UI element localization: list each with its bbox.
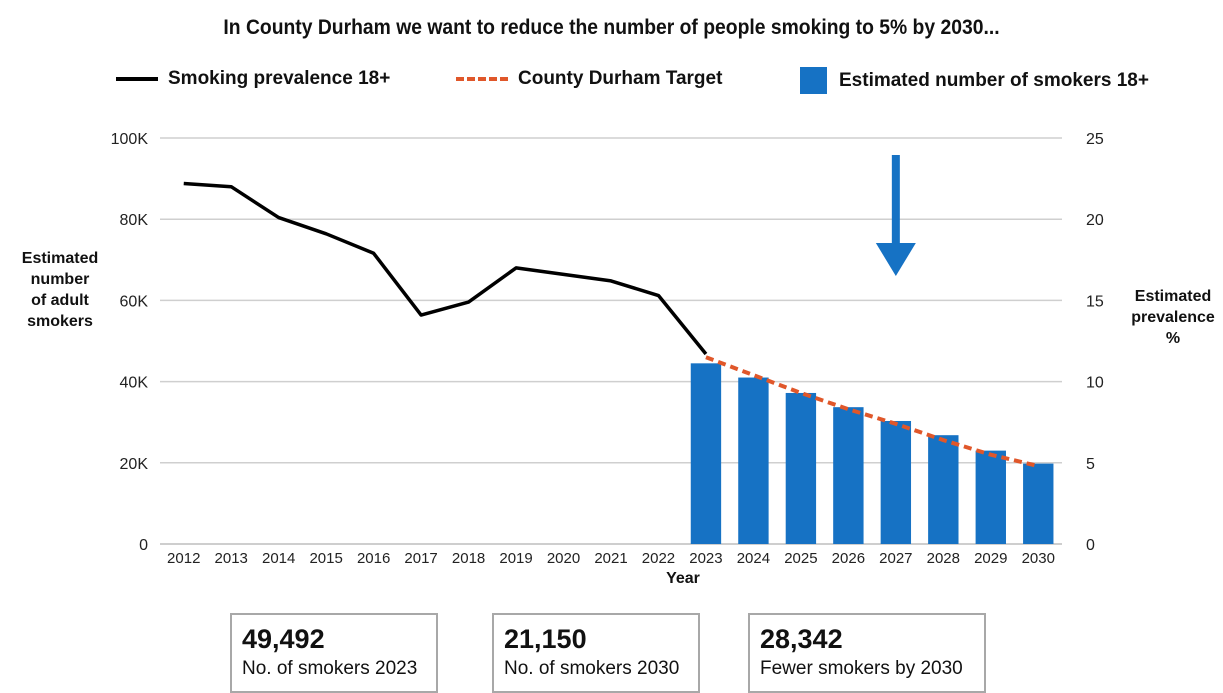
x-tick-label: 2018 [452, 550, 485, 567]
x-tick-label: 2012 [167, 550, 200, 567]
y-tick-label: 20K [120, 456, 149, 473]
right-axis-title: Estimated prevalence % [1118, 286, 1223, 349]
x-tick-label: 2020 [547, 550, 580, 567]
x-axis-ticks: 2012 2013 2014 2015 2016 2017 2018 2019 2020 2021… [167, 550, 1055, 567]
y2-tick-label: 0 [1086, 537, 1095, 554]
y2-tick-label: 15 [1086, 293, 1104, 310]
stat-value: 49,492 [242, 624, 325, 654]
x-tick-label: 2022 [642, 550, 675, 567]
bar [880, 420, 912, 544]
stat-card-smokers-2030: 21,150 No. of smokers 2030 [492, 613, 700, 693]
legend-item-prevalence: Smoking prevalence 18+ [116, 68, 390, 90]
x-tick-label: 2013 [215, 550, 248, 567]
stat-label: Fewer smokers by 2030 [760, 658, 963, 679]
x-axis-title: Year [666, 570, 700, 587]
line-series [183, 181, 1039, 468]
x-tick-label: 2030 [1022, 550, 1055, 567]
down-arrow-icon [875, 155, 916, 276]
left-axis-title-line: smokers [27, 313, 93, 330]
annotations [875, 155, 916, 276]
y-tick-label: 60K [120, 293, 149, 310]
arrow-shaft [891, 155, 900, 247]
stat-value: 28,342 [760, 624, 843, 654]
arrow-head [875, 243, 916, 276]
legend-item-target: County Durham Target [456, 68, 722, 90]
x-tick-label: 2016 [357, 550, 390, 567]
y-tick-label: 100K [111, 131, 149, 148]
chart-legend: Smoking prevalence 18+ County Durham Tar… [110, 67, 1203, 98]
bar [833, 407, 864, 544]
y-tick-label: 80K [120, 212, 149, 229]
legend-bar-swatch [800, 67, 827, 94]
stat-label: No. of smokers 2023 [242, 658, 418, 679]
x-tick-label: 2023 [689, 550, 722, 567]
left-axis-title-line: number [30, 271, 90, 288]
left-axis-title-line: Estimated [21, 250, 99, 267]
right-axis-ticks: 0 5 10 15 20 25 [1086, 131, 1104, 554]
y2-tick-label: 20 [1086, 212, 1104, 229]
left-axis-ticks: 0 20K 40K 60K 80K 100K [111, 131, 149, 554]
bar [1023, 463, 1054, 544]
bar [785, 392, 817, 544]
chart-title: In County Durham we want to reduce the n… [223, 16, 1000, 39]
prevalence-line [183, 181, 708, 356]
bar [738, 377, 769, 544]
left-axis-title: Estimated number of adult smokers [6, 248, 114, 332]
y2-tick-label: 5 [1086, 456, 1095, 473]
x-tick-label: 2027 [879, 550, 912, 567]
y-tick-label: 40K [120, 375, 149, 392]
left-axis-title-line: of adult [31, 292, 89, 309]
x-tick-label: 2014 [262, 550, 295, 567]
gridlines [160, 137, 1062, 545]
right-axis-title-line: prevalence [1131, 309, 1215, 326]
bar [690, 363, 722, 544]
stat-label: No. of smokers 2030 [504, 658, 680, 679]
x-tick-label: 2015 [309, 550, 342, 567]
right-axis-title-line: Estimated [1134, 288, 1212, 305]
target-line [705, 355, 1039, 468]
legend-line-swatch [116, 77, 158, 81]
stat-card-smokers-2023: 49,492 No. of smokers 2023 [230, 613, 438, 693]
x-tick-label: 2017 [404, 550, 437, 567]
bar-series [690, 363, 1054, 544]
x-tick-label: 2029 [974, 550, 1007, 567]
y2-tick-label: 25 [1086, 131, 1104, 148]
legend-label-smokers: Estimated number of smokers 18+ [839, 69, 1149, 91]
legend-dashed-swatch [456, 77, 508, 81]
x-tick-label: 2024 [737, 550, 770, 567]
stat-value: 21,150 [504, 624, 587, 654]
x-tick-label: 2028 [927, 550, 960, 567]
bar [975, 450, 1006, 544]
legend-item-smokers: Estimated number of smokers 18+ [800, 67, 1149, 94]
x-tick-label: 2019 [499, 550, 532, 567]
x-tick-label: 2021 [594, 550, 627, 567]
y2-tick-label: 10 [1086, 375, 1104, 392]
y-tick-label: 0 [139, 537, 148, 554]
legend-label-prevalence: Smoking prevalence 18+ [168, 68, 391, 89]
right-axis-title-line: % [1165, 330, 1181, 347]
x-tick-label: 2025 [784, 550, 817, 567]
stat-card-fewer-smokers: 28,342 Fewer smokers by 2030 [748, 613, 986, 693]
bar [928, 435, 959, 544]
legend-label-target: County Durham Target [518, 68, 723, 89]
x-tick-label: 2026 [832, 550, 865, 567]
